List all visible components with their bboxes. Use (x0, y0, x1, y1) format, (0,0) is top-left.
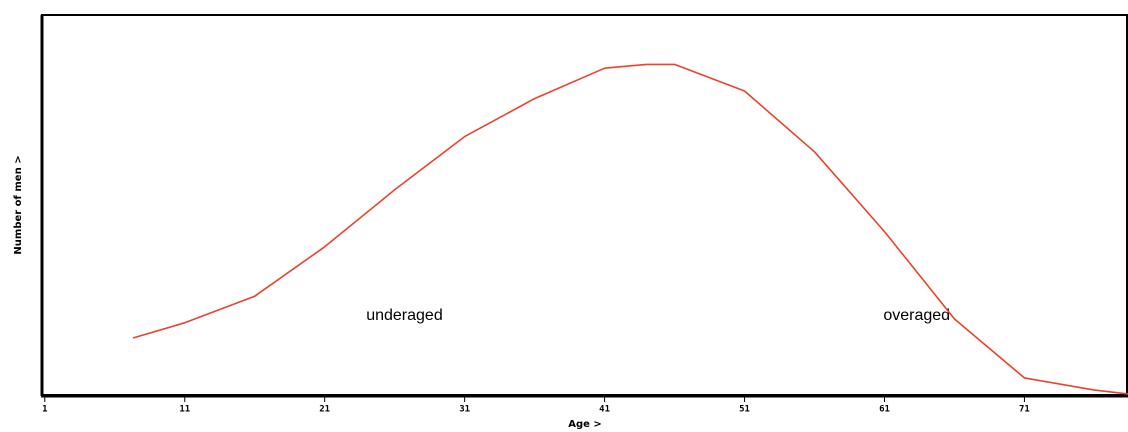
x-tick-label: 51 (739, 405, 750, 415)
x-tick-label: 71 (1019, 405, 1030, 415)
x-tick-label: 31 (459, 405, 470, 415)
x-tick-label: 1 (42, 405, 47, 415)
annotation: overaged (883, 307, 950, 324)
annotation: underaged (366, 307, 443, 324)
x-axis-label: Age > (568, 419, 602, 430)
plot-frame (41, 14, 1128, 396)
x-tick-label: 41 (599, 405, 610, 415)
y-axis-label: Number of men > (13, 155, 24, 254)
series-line (132, 63, 1128, 395)
x-tick-label: 11 (179, 405, 190, 415)
x-tick-label: 21 (319, 405, 330, 415)
x-tick-label: 61 (879, 405, 890, 415)
